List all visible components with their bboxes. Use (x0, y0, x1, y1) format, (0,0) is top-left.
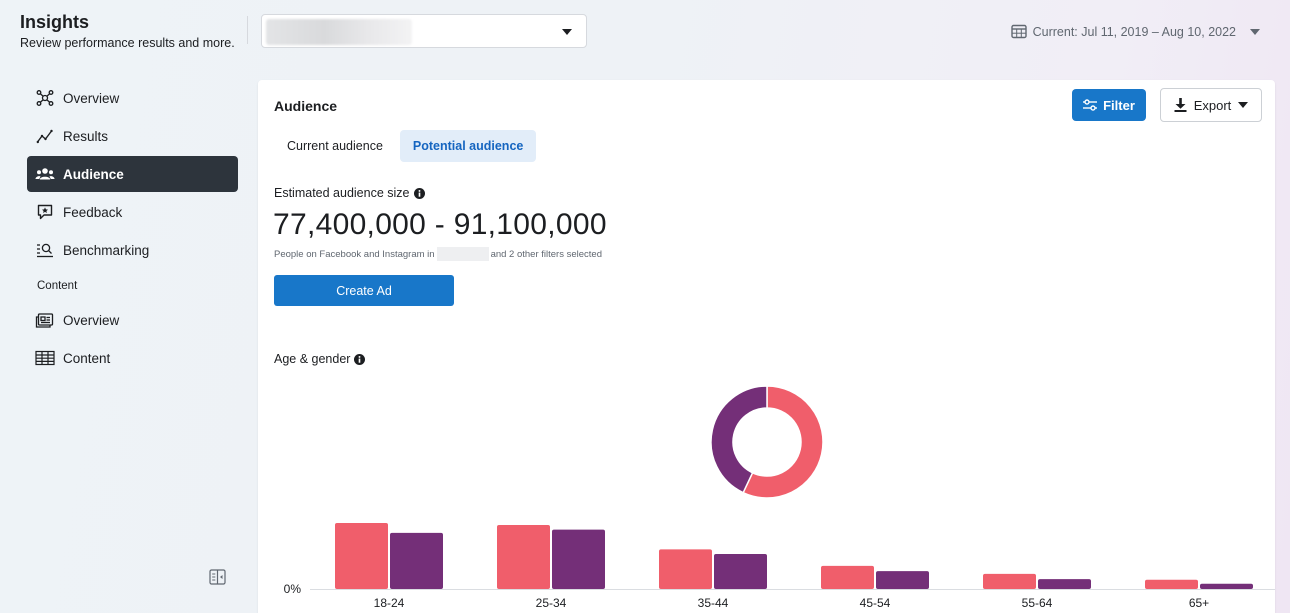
chevron-down-icon (562, 29, 572, 35)
bar-55-64-series-0 (983, 573, 1036, 589)
sliders-icon (1083, 99, 1098, 111)
network-icon (35, 88, 55, 108)
calendar-icon (1010, 24, 1027, 39)
y-tick-label: 0% (284, 582, 302, 596)
x-tick-label: 35-44 (698, 596, 729, 610)
star-bubble-icon (35, 202, 55, 222)
redacted-location (436, 247, 489, 261)
bar-65+-series-1 (1200, 583, 1253, 589)
sidebar-item-overview[interactable]: Overview (27, 80, 238, 116)
bar-25-34-series-0 (497, 524, 550, 589)
page-title: Insights (20, 12, 90, 32)
audience-tabs: Current audience Potential audience (274, 130, 537, 162)
audience-card: Audience Filter Export Current audience … (258, 80, 1275, 613)
sidebar-item-feedback[interactable]: Feedback (27, 194, 238, 230)
estimated-size-heading: Estimated audience size (274, 186, 425, 200)
account-selector[interactable] (261, 14, 587, 48)
x-tick-label: 65+ (1189, 596, 1209, 610)
chevron-down-icon (1238, 102, 1249, 108)
x-tick-label: 55-64 (1022, 596, 1053, 610)
export-label: Export (1193, 97, 1232, 113)
collapse-sidebar-icon[interactable] (209, 569, 226, 585)
estimated-size-label: Estimated audience size (274, 186, 410, 200)
export-button[interactable]: Export (1160, 88, 1262, 122)
header-divider (247, 16, 248, 44)
date-range-picker[interactable]: Current: Jul 11, 2019 – Aug 10, 2022 (1010, 24, 1260, 39)
sidebar-item-label: Results (63, 128, 109, 144)
sidebar: Overview Results Audience Feedback Bench… (27, 80, 238, 378)
age-gender-heading: Age & gender (274, 352, 366, 366)
info-icon[interactable] (413, 187, 425, 199)
bar-45-54-series-1 (876, 571, 929, 589)
sidebar-section-content: Content (37, 280, 78, 292)
sidebar-item-audience[interactable]: Audience (27, 156, 238, 192)
table-icon (35, 348, 55, 368)
filter-button[interactable]: Filter (1072, 89, 1146, 121)
bar-18-24-series-0 (335, 523, 388, 589)
bar-45-54-series-0 (821, 565, 874, 589)
age-gender-label: Age & gender (274, 352, 351, 366)
sidebar-item-label: Overview (63, 90, 120, 106)
sidebar-item-label: Benchmarking (63, 242, 150, 258)
estimated-size-value: 77,400,000 - 91,100,000 (273, 208, 607, 241)
sidebar-item-label: Feedback (63, 204, 123, 220)
people-icon (35, 164, 55, 184)
x-tick-label: 25-34 (536, 596, 567, 610)
sidebar-item-label: Audience (63, 166, 124, 182)
estimated-size-note: People on Facebook and Instagram in and … (274, 247, 602, 261)
x-tick-label: 45-54 (860, 596, 891, 610)
sidebar-item-content[interactable]: Content (27, 340, 238, 376)
trend-line-icon (35, 126, 55, 146)
donut-slice-1 (710, 385, 768, 494)
date-range-label: Current: Jul 11, 2019 – Aug 10, 2022 (1032, 24, 1236, 39)
x-tick-label: 18-24 (374, 596, 405, 610)
sidebar-item-results[interactable]: Results (27, 118, 238, 154)
sidebar-item-label: Overview (63, 312, 120, 328)
redacted-account-name (266, 19, 412, 45)
bar-35-44-series-0 (659, 549, 712, 589)
download-icon (1174, 98, 1187, 112)
bar-18-24-series-1 (390, 532, 443, 589)
sidebar-item-label: Content (63, 350, 111, 366)
age-gender-chart: 0% 18-24 25-34 35-44 45-54 55-64 65+ (284, 385, 1275, 610)
page-subtitle: Review performance results and more. (20, 36, 235, 50)
tab-current-audience[interactable]: Current audience (287, 139, 383, 153)
magnifier-list-icon (35, 240, 55, 260)
sidebar-item-benchmarking[interactable]: Benchmarking (27, 232, 238, 268)
note-text-before: People on Facebook and Instagram in (274, 248, 435, 260)
bar-65+-series-0 (1145, 579, 1198, 589)
note-text-after: and 2 other filters selected (490, 248, 602, 260)
bar-25-34-series-1 (552, 529, 605, 589)
sidebar-item-content-overview[interactable]: Overview (27, 302, 238, 338)
card-title: Audience (274, 98, 338, 114)
chevron-down-icon (1250, 28, 1260, 35)
create-ad-button[interactable]: Create Ad (274, 275, 454, 306)
filter-label: Filter (1103, 97, 1135, 113)
posts-icon (35, 310, 55, 330)
tab-potential-audience[interactable]: Potential audience (399, 130, 537, 162)
donut-slice-0 (742, 385, 824, 499)
bar-35-44-series-1 (714, 554, 767, 589)
bar-55-64-series-1 (1038, 579, 1091, 589)
info-icon[interactable] (354, 353, 366, 365)
